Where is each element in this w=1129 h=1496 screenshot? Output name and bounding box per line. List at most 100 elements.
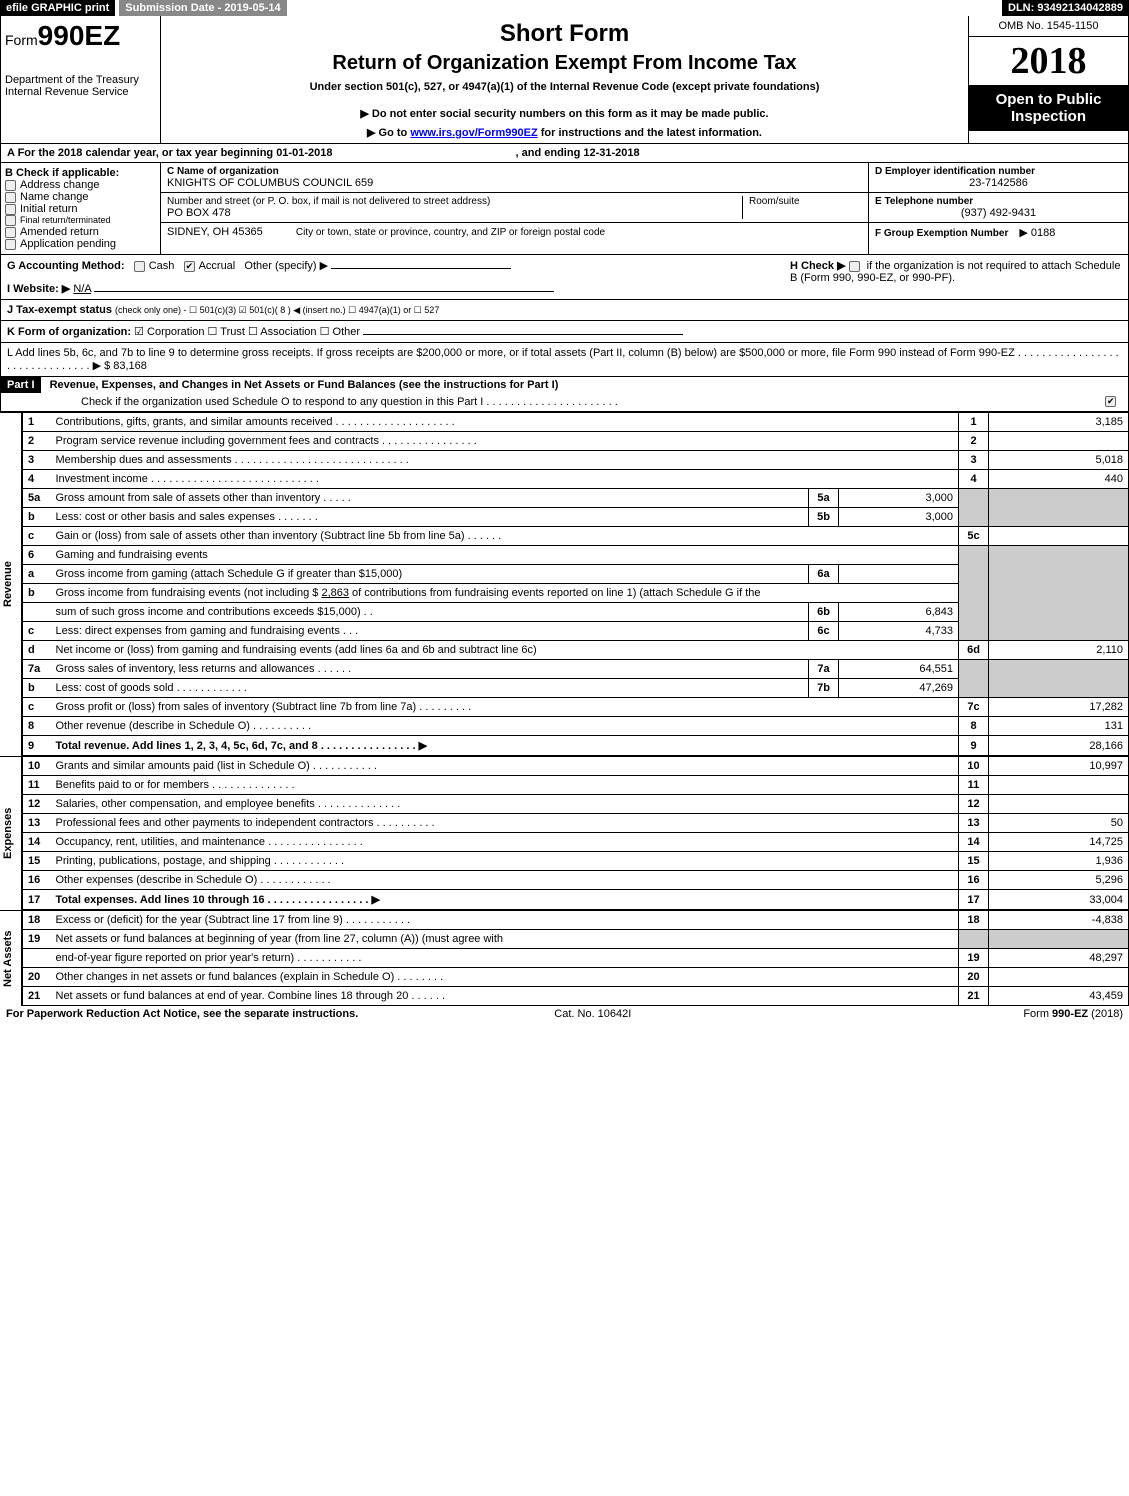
line-12-txt: Salaries, other compensation, and employ… — [51, 795, 959, 814]
irs-link[interactable]: www.irs.gov/Form990EZ — [410, 127, 537, 139]
part1-check-text: Check if the organization used Schedule … — [81, 396, 618, 408]
line-7c-box: 7c — [959, 698, 989, 717]
b-final-return: Final return/terminated — [20, 215, 111, 225]
chk-initial-return[interactable] — [5, 204, 16, 215]
ssn-note: ▶ Do not enter social security numbers o… — [165, 107, 964, 120]
chk-amended[interactable] — [5, 227, 16, 238]
part1-title: Revenue, Expenses, and Changes in Net As… — [50, 379, 559, 391]
line-19b-txt: end-of-year figure reported on prior yea… — [51, 949, 959, 968]
e-cell: E Telephone number (937) 492-9431 — [869, 193, 1128, 223]
short-form-title: Short Form — [165, 20, 964, 48]
line-9-val: 28,166 — [989, 736, 1129, 756]
footer-left: For Paperwork Reduction Act Notice, see … — [6, 1008, 358, 1020]
form-prefix: Form — [5, 32, 38, 48]
line-8-val: 131 — [989, 717, 1129, 736]
line-10-box: 10 — [959, 757, 989, 776]
g-cash: Cash — [149, 260, 175, 272]
d-cell: D Employer identification number 23-7142… — [869, 163, 1128, 193]
row-a: A For the 2018 calendar year, or tax yea… — [0, 144, 1129, 163]
line-5a-midval: 3,000 — [839, 489, 959, 508]
g-other: Other (specify) ▶ — [244, 260, 328, 272]
row-g: G Accounting Method: Cash Accrual Other … — [7, 259, 782, 272]
chk-name-change[interactable] — [5, 192, 16, 203]
line-7c-val: 17,282 — [989, 698, 1129, 717]
line-7b-mid: 7b — [809, 679, 839, 698]
line-7a-mid: 7a — [809, 660, 839, 679]
line-10-txt: Grants and similar amounts paid (list in… — [51, 757, 959, 776]
line-6b-amt: 2,863 — [321, 587, 349, 599]
line-14-val: 14,725 — [989, 833, 1129, 852]
c-city-block: SIDNEY, OH 45365 City or town, state or … — [161, 223, 868, 241]
line-20-box: 20 — [959, 968, 989, 987]
line-11-txt: Benefits paid to or for members . . . . … — [51, 776, 959, 795]
line-12-box: 12 — [959, 795, 989, 814]
line-5b-txt: Less: cost or other basis and sales expe… — [51, 508, 809, 527]
line-7b-midval: 47,269 — [839, 679, 959, 698]
line-6d-box: 6d — [959, 641, 989, 660]
k-text: ☑ Corporation ☐ Trust ☐ Association ☐ Ot… — [134, 326, 360, 338]
form-number: Form990EZ — [5, 20, 156, 52]
expenses-sidelabel: Expenses — [0, 756, 22, 910]
row-a-begin: A For the 2018 calendar year, or tax yea… — [7, 147, 332, 159]
line-1-box: 1 — [959, 413, 989, 432]
chk-app-pending[interactable] — [5, 239, 16, 250]
chk-schedule-o[interactable] — [1105, 396, 1116, 407]
line-6b-txt: Gross income from fundraising events (no… — [51, 584, 959, 603]
top-bar: efile GRAPHIC print Submission Date - 20… — [0, 0, 1129, 16]
line-6c-mid: 6c — [809, 622, 839, 641]
g-accrual: Accrual — [199, 260, 236, 272]
line-7a-txt: Gross sales of inventory, less returns a… — [51, 660, 809, 679]
j-label: J Tax-exempt status — [7, 304, 112, 316]
line-5b-midval: 3,000 — [839, 508, 959, 527]
f-label: F Group Exemption Number — [875, 228, 1008, 239]
line-13-box: 13 — [959, 814, 989, 833]
return-title: Return of Organization Exempt From Incom… — [165, 52, 964, 75]
line-13-txt: Professional fees and other payments to … — [51, 814, 959, 833]
b-app-pending: Application pending — [20, 238, 116, 250]
line-21-val: 43,459 — [989, 987, 1129, 1006]
line-20-val — [989, 968, 1129, 987]
i-label: I Website: ▶ — [7, 283, 70, 295]
part1-header: Part I Revenue, Expenses, and Changes in… — [0, 377, 1129, 412]
line-5c-txt: Gain or (loss) from sale of assets other… — [51, 527, 959, 546]
org-name: KNIGHTS OF COLUMBUS COUNCIL 659 — [167, 177, 862, 189]
part1-badge: Part I — [1, 377, 41, 393]
netassets-section: Net Assets 18Excess or (deficit) for the… — [0, 910, 1129, 1006]
line-6a-txt: Gross income from gaming (attach Schedul… — [51, 565, 809, 584]
b-name-change: Name change — [20, 191, 89, 203]
line-3-txt: Membership dues and assessments . . . . … — [51, 451, 959, 470]
chk-schedule-b[interactable] — [849, 261, 860, 272]
row-j: J Tax-exempt status (check only one) - ☐… — [0, 300, 1129, 321]
chk-final-return[interactable] — [5, 215, 16, 226]
revenue-table: 1Contributions, gifts, grants, and simil… — [22, 412, 1129, 756]
col-c: C Name of organization KNIGHTS OF COLUMB… — [161, 163, 868, 254]
line-2-txt: Program service revenue including govern… — [51, 432, 959, 451]
omb-no: OMB No. 1545-1150 — [969, 16, 1128, 37]
f-cell: F Group Exemption Number ▶ 0188 — [869, 223, 1128, 242]
line-6b-mid: 6b — [809, 603, 839, 622]
ein: 23-7142586 — [875, 177, 1122, 189]
line-11-val — [989, 776, 1129, 795]
line-3-val: 5,018 — [989, 451, 1129, 470]
line-8-box: 8 — [959, 717, 989, 736]
org-addr: PO BOX 478 — [167, 207, 742, 219]
expenses-table: 10Grants and similar amounts paid (list … — [22, 756, 1129, 910]
line-4-box: 4 — [959, 470, 989, 489]
line-14-txt: Occupancy, rent, utilities, and maintena… — [51, 833, 959, 852]
line-12-val — [989, 795, 1129, 814]
line-6c-midval: 4,733 — [839, 622, 959, 641]
open-public: Open to Public Inspection — [969, 85, 1128, 131]
e-label: E Telephone number — [875, 196, 973, 207]
group-exemption: ▶ 0188 — [1019, 227, 1055, 239]
c-name-block: C Name of organization KNIGHTS OF COLUMB… — [161, 163, 868, 193]
line-6b-midval: 6,843 — [839, 603, 959, 622]
chk-address-change[interactable] — [5, 180, 16, 191]
chk-accrual[interactable] — [184, 261, 195, 272]
row-h: H Check ▶ if the organization is not req… — [782, 259, 1122, 295]
block-bcdef: B Check if applicable: Address change Na… — [0, 163, 1129, 255]
line-18-box: 18 — [959, 911, 989, 930]
line-17-val: 33,004 — [989, 890, 1129, 910]
line-6-txt: Gaming and fundraising events — [51, 546, 959, 565]
chk-cash[interactable] — [134, 261, 145, 272]
revenue-section: Revenue 1Contributions, gifts, grants, a… — [0, 412, 1129, 756]
